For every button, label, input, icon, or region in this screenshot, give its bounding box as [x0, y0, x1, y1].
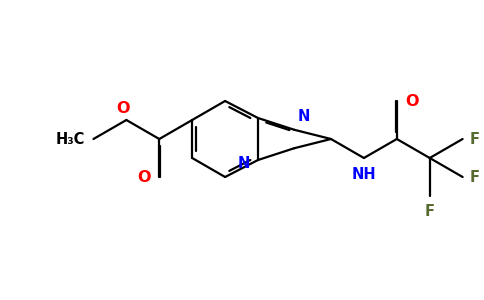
Text: F: F [469, 169, 480, 184]
Text: H₃C: H₃C [56, 131, 86, 146]
Text: O: O [405, 94, 418, 109]
Text: NH: NH [351, 167, 376, 182]
Text: F: F [425, 204, 435, 219]
Text: N: N [297, 109, 309, 124]
Text: N: N [238, 155, 250, 170]
Text: O: O [137, 169, 150, 184]
Text: O: O [117, 101, 130, 116]
Text: F: F [469, 131, 480, 146]
